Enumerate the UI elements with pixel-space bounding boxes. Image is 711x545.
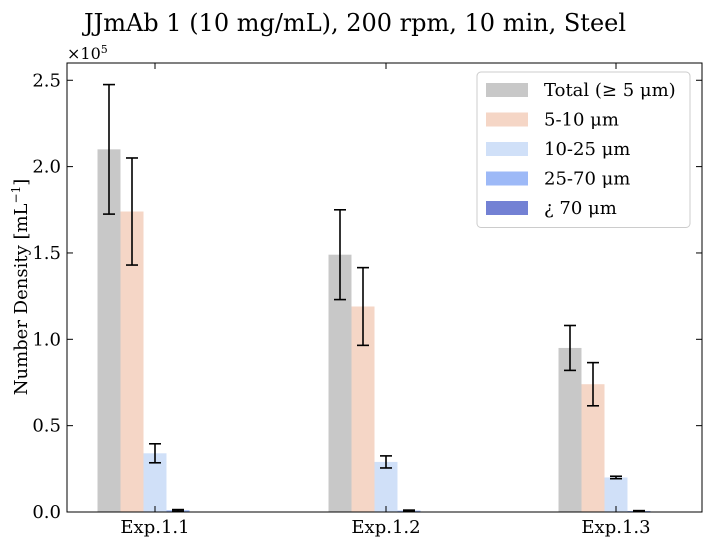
legend-swatch <box>486 142 528 156</box>
legend-swatch <box>486 201 528 215</box>
legend-label: 5-10 μm <box>544 110 619 131</box>
y-tick-label: 1.0 <box>32 329 61 350</box>
bar <box>374 461 398 512</box>
y-axis-multiplier-exponent: 5 <box>101 43 108 56</box>
bar <box>143 453 167 512</box>
legend-label: 10-25 μm <box>544 139 630 160</box>
bar <box>351 306 375 512</box>
chart-title: JJmAb 1 (10 mg/mL), 200 rpm, 10 min, Ste… <box>81 9 626 37</box>
x-tick-label: Exp.1.1 <box>120 517 189 538</box>
legend: Total (≥ 5 μm) 5-10 μm 10-25 μm 25-70 μm ¿ 7… <box>476 71 691 228</box>
y-axis-label-superscript: −1 <box>9 186 23 204</box>
bar <box>581 384 605 512</box>
legend-frame <box>476 71 691 228</box>
y-tick-label: 1.5 <box>32 243 61 264</box>
y-axis-label: Number Density [mL−1] <box>9 179 32 396</box>
legend-swatch <box>486 171 528 186</box>
plot-frame <box>66 62 703 513</box>
y-tick-label: 2.5 <box>32 70 61 91</box>
bar <box>97 149 121 512</box>
legend-label: Total (≥ 5 μm) <box>544 80 676 101</box>
y-axis-label-suffix: ] <box>11 179 32 186</box>
legend-swatch <box>486 83 528 97</box>
y-tick-label: 2.0 <box>32 157 61 178</box>
y-axis-multiplier: ×105 <box>67 43 108 63</box>
plot-area: 0.0 0.5 1.0 1.5 2.0 2.5 Exp.1.1 Exp.1.2 Exp.1.3 <box>32 63 702 538</box>
legend-label: ¿ 70 μm <box>544 198 617 219</box>
x-tick-label: Exp.1.3 <box>581 517 650 538</box>
y-tick-label: 0.0 <box>32 502 61 523</box>
bar <box>604 477 628 512</box>
legend-swatch <box>486 112 528 127</box>
x-tick-label: Exp.1.2 <box>351 517 420 538</box>
bar <box>120 211 144 512</box>
y-axis-multiplier-base: ×10 <box>67 44 101 63</box>
bar <box>558 347 582 512</box>
y-axis-label-text: Number Density [mL <box>11 203 32 395</box>
y-tick-label: 0.5 <box>32 416 61 437</box>
bar <box>328 254 352 512</box>
legend-label: 25-70 μm <box>544 169 630 190</box>
